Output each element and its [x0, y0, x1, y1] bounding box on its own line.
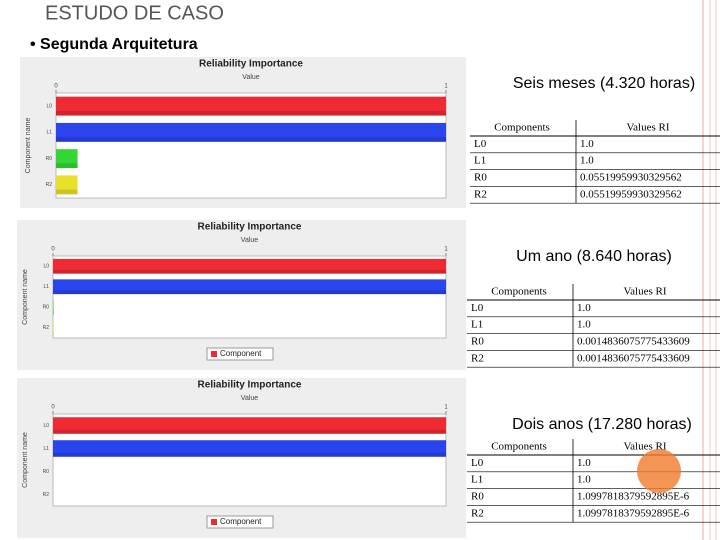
- table-cell: 1.0: [580, 155, 594, 167]
- table-header: Values RI: [623, 286, 666, 298]
- table-cell: L1: [474, 155, 486, 167]
- table-cell: L1: [471, 319, 483, 331]
- y-tick-label: L1: [46, 130, 52, 136]
- y-tick-label: L1: [43, 446, 49, 452]
- x-tick-label: 1: [444, 405, 448, 411]
- bar: [56, 149, 78, 169]
- y-tick-label: R0: [43, 469, 50, 475]
- caption: Seis meses (4.320 horas): [513, 75, 695, 92]
- legend-label: Component: [220, 349, 262, 358]
- legend-swatch: [211, 351, 217, 357]
- bar: [53, 417, 446, 434]
- chart-title: Reliability Importance: [198, 380, 302, 391]
- table-cell: 1.0997818379592895E-6: [577, 491, 690, 503]
- table-cell: L0: [471, 457, 484, 469]
- caption: Dois anos (17.280 horas): [512, 416, 692, 433]
- y-axis-label: Component name: [25, 118, 32, 174]
- table-cell: R2: [474, 188, 487, 200]
- bar-shade: [56, 137, 446, 142]
- x-axis-label: Value: [241, 395, 258, 402]
- table-cell: 0.0014836075775433609: [577, 336, 690, 348]
- bar-shade: [56, 189, 78, 195]
- chart-title: Reliability Importance: [198, 222, 302, 233]
- table-header: Components: [491, 441, 547, 453]
- table-cell: R2: [471, 507, 484, 519]
- bar: [53, 258, 446, 274]
- bar: [56, 175, 78, 195]
- x-tick-label: 1: [444, 84, 448, 90]
- y-tick-label: L1: [43, 284, 49, 290]
- table-cell: L0: [471, 302, 484, 314]
- table-header: Components: [494, 122, 550, 134]
- table-cell: 1.0: [577, 474, 591, 486]
- bar-shade: [53, 429, 446, 434]
- x-axis-label: Value: [241, 237, 258, 244]
- bar: [53, 299, 54, 315]
- table-header: Components: [491, 286, 547, 298]
- slide-subtitle: • Segunda Arquitetura: [30, 36, 198, 53]
- bar: [56, 96, 446, 116]
- table-header: Values RI: [626, 122, 669, 134]
- legend-box: [206, 515, 274, 529]
- bar-shade: [56, 163, 78, 169]
- y-tick-label: L0: [43, 423, 49, 429]
- table-cell: 0.0014836075775433609: [577, 352, 690, 364]
- table-cell: 0.05519959930329562: [580, 172, 682, 184]
- table-cell: 1.0: [577, 457, 591, 469]
- x-tick-label: 0: [51, 405, 55, 411]
- y-axis-label: Component name: [22, 432, 29, 488]
- legend-box: [206, 347, 274, 361]
- decor-border: [702, 0, 717, 540]
- table-cell: R2: [471, 352, 484, 364]
- table-cell: R0: [474, 172, 487, 184]
- bar: [53, 440, 446, 457]
- table-cell: 1.0: [577, 302, 591, 314]
- bar-shade: [53, 269, 446, 274]
- chart-title: Reliability Importance: [199, 59, 303, 70]
- table-cell: 1.0: [580, 138, 594, 150]
- x-tick-label: 1: [444, 247, 448, 253]
- table-cell: 1.0: [577, 319, 591, 331]
- y-axis-label: Component name: [22, 269, 29, 325]
- x-tick-label: 0: [54, 84, 58, 90]
- cursor-highlight: [637, 449, 681, 493]
- bar: [56, 122, 446, 142]
- caption: Um ano (8.640 horas): [516, 248, 672, 265]
- table-cell: L1: [471, 474, 483, 486]
- y-tick-label: R2: [43, 492, 50, 498]
- chart: Reliability Importance Value Component nam…: [17, 378, 466, 538]
- bar: [53, 279, 446, 295]
- table: Components Values RI L0 1.0 L1 1.0 R0 0.0014836…: [467, 284, 720, 368]
- bar: [53, 320, 54, 336]
- bar-shade: [56, 110, 446, 116]
- y-tick-label: R0: [46, 156, 53, 162]
- table-cell: R0: [471, 336, 484, 348]
- bar-shade: [53, 290, 446, 295]
- x-axis-label: Value: [242, 74, 259, 81]
- bar-shade: [53, 331, 54, 336]
- table-cell: L0: [474, 138, 487, 150]
- bar-shade: [53, 452, 446, 457]
- y-tick-label: R2: [43, 325, 50, 331]
- y-tick-label: L0: [43, 264, 49, 270]
- y-tick-label: R0: [43, 305, 50, 311]
- slide-title: ESTUDO DE CASO: [45, 2, 224, 24]
- table-cell: 0.05519959930329562: [580, 188, 682, 200]
- table-cell: R0: [471, 491, 484, 503]
- x-tick-label: 0: [51, 247, 55, 253]
- table-cell: 1.0997818379592895E-6: [577, 507, 690, 519]
- y-tick-label: L0: [46, 103, 52, 109]
- chart: Reliability Importance Value Component nam…: [17, 220, 466, 370]
- chart: Reliability Importance Value Component nam…: [20, 57, 466, 208]
- legend-label: Component: [220, 517, 262, 526]
- legend-swatch: [211, 519, 217, 525]
- y-tick-label: R2: [46, 182, 53, 188]
- bar-shade: [53, 310, 54, 315]
- table: Components Values RI L0 1.0 L1 1.0 R0 0.0551995…: [470, 120, 720, 204]
